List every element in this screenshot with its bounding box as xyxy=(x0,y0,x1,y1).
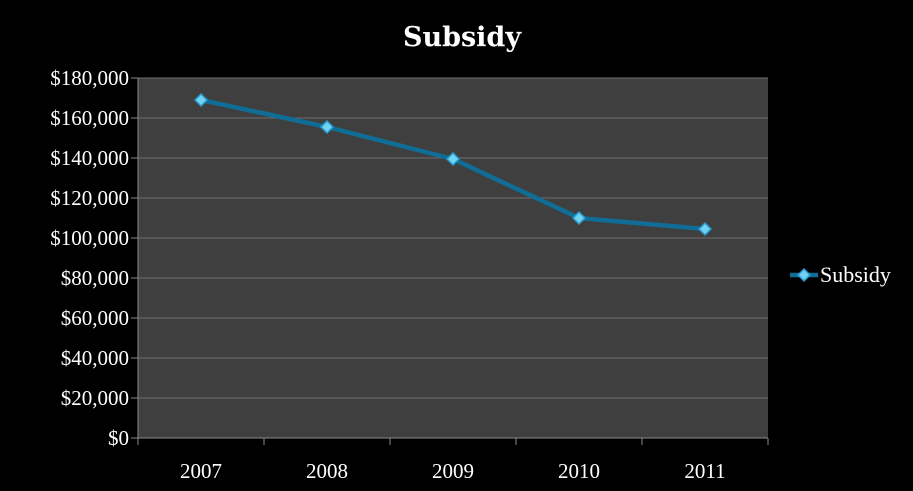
data-point xyxy=(697,221,713,237)
chart-title: Subsidy xyxy=(403,22,522,53)
axes xyxy=(137,78,769,445)
y-tick-label: $180,000 xyxy=(50,66,129,90)
x-axis-tick-labels: 2007 2008 2009 2010 2011 xyxy=(180,459,726,483)
y-tick-label: $120,000 xyxy=(50,186,129,210)
x-tick-label: 2010 xyxy=(558,459,600,483)
data-point xyxy=(319,119,335,135)
x-tick-label: 2009 xyxy=(432,459,474,483)
data-point xyxy=(571,210,587,226)
legend-marker xyxy=(796,267,812,283)
y-tick-label: $0 xyxy=(108,426,129,450)
data-point xyxy=(445,151,461,167)
y-tick-label: $40,000 xyxy=(61,346,129,370)
legend-label: Subsidy xyxy=(820,262,891,287)
y-tick-label: $140,000 xyxy=(50,146,129,170)
x-tick-label: 2008 xyxy=(306,459,348,483)
y-tick-label: $160,000 xyxy=(50,106,129,130)
x-tick-label: 2007 xyxy=(180,459,222,483)
y-tick-label: $100,000 xyxy=(50,226,129,250)
y-tick-label: $60,000 xyxy=(61,306,129,330)
series xyxy=(193,92,713,237)
data-point xyxy=(193,92,209,108)
x-tick-label: 2011 xyxy=(684,459,725,483)
y-axis-tick-labels: $0 $20,000 $40,000 $60,000 $80,000 $100,000 $1… xyxy=(50,66,129,450)
y-tick-label: $80,000 xyxy=(61,266,129,290)
plot-area xyxy=(138,78,768,438)
legend: Subsidy xyxy=(790,262,891,287)
y-tick-label: $20,000 xyxy=(61,386,129,410)
